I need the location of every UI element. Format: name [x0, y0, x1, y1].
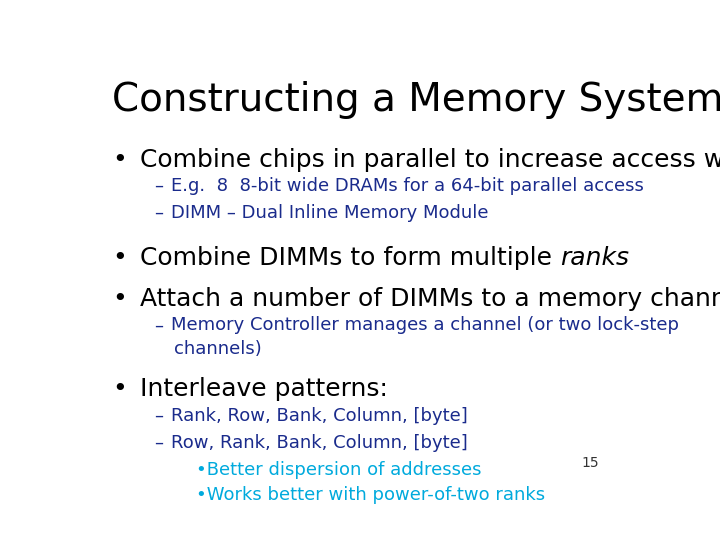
Text: –: –	[154, 204, 163, 222]
Text: •: •	[112, 148, 127, 172]
Text: •: •	[112, 287, 127, 311]
Text: DIMM – Dual Inline Memory Module: DIMM – Dual Inline Memory Module	[171, 204, 488, 222]
Text: •Works better with power-of-two ranks: •Works better with power-of-two ranks	[196, 485, 545, 504]
Text: •: •	[112, 246, 127, 269]
Text: Row, Rank, Bank, Column, [byte]: Row, Rank, Bank, Column, [byte]	[171, 434, 468, 451]
Text: Attach a number of DIMMs to a memory channel: Attach a number of DIMMs to a memory cha…	[140, 287, 720, 311]
Text: –: –	[154, 316, 163, 334]
Text: –: –	[154, 407, 163, 424]
Text: Combine DIMMs to form multiple: Combine DIMMs to form multiple	[140, 246, 560, 269]
Text: Rank, Row, Bank, Column, [byte]: Rank, Row, Bank, Column, [byte]	[171, 407, 468, 424]
Text: –: –	[154, 434, 163, 451]
Text: Interleave patterns:: Interleave patterns:	[140, 377, 388, 401]
Text: •: •	[112, 377, 127, 401]
Text: Constructing a Memory System: Constructing a Memory System	[112, 82, 720, 119]
Text: –: –	[154, 177, 163, 195]
Text: •Better dispersion of addresses: •Better dispersion of addresses	[196, 461, 482, 478]
Text: Memory Controller manages a channel (or two lock-step: Memory Controller manages a channel (or …	[171, 316, 679, 334]
Text: 15: 15	[581, 456, 598, 470]
Text: Combine chips in parallel to increase access width: Combine chips in parallel to increase ac…	[140, 148, 720, 172]
Text: channels): channels)	[174, 340, 261, 358]
Text: E.g.  8  8-bit wide DRAMs for a 64-bit parallel access: E.g. 8 8-bit wide DRAMs for a 64-bit par…	[171, 177, 644, 195]
Text: ranks: ranks	[560, 246, 629, 269]
